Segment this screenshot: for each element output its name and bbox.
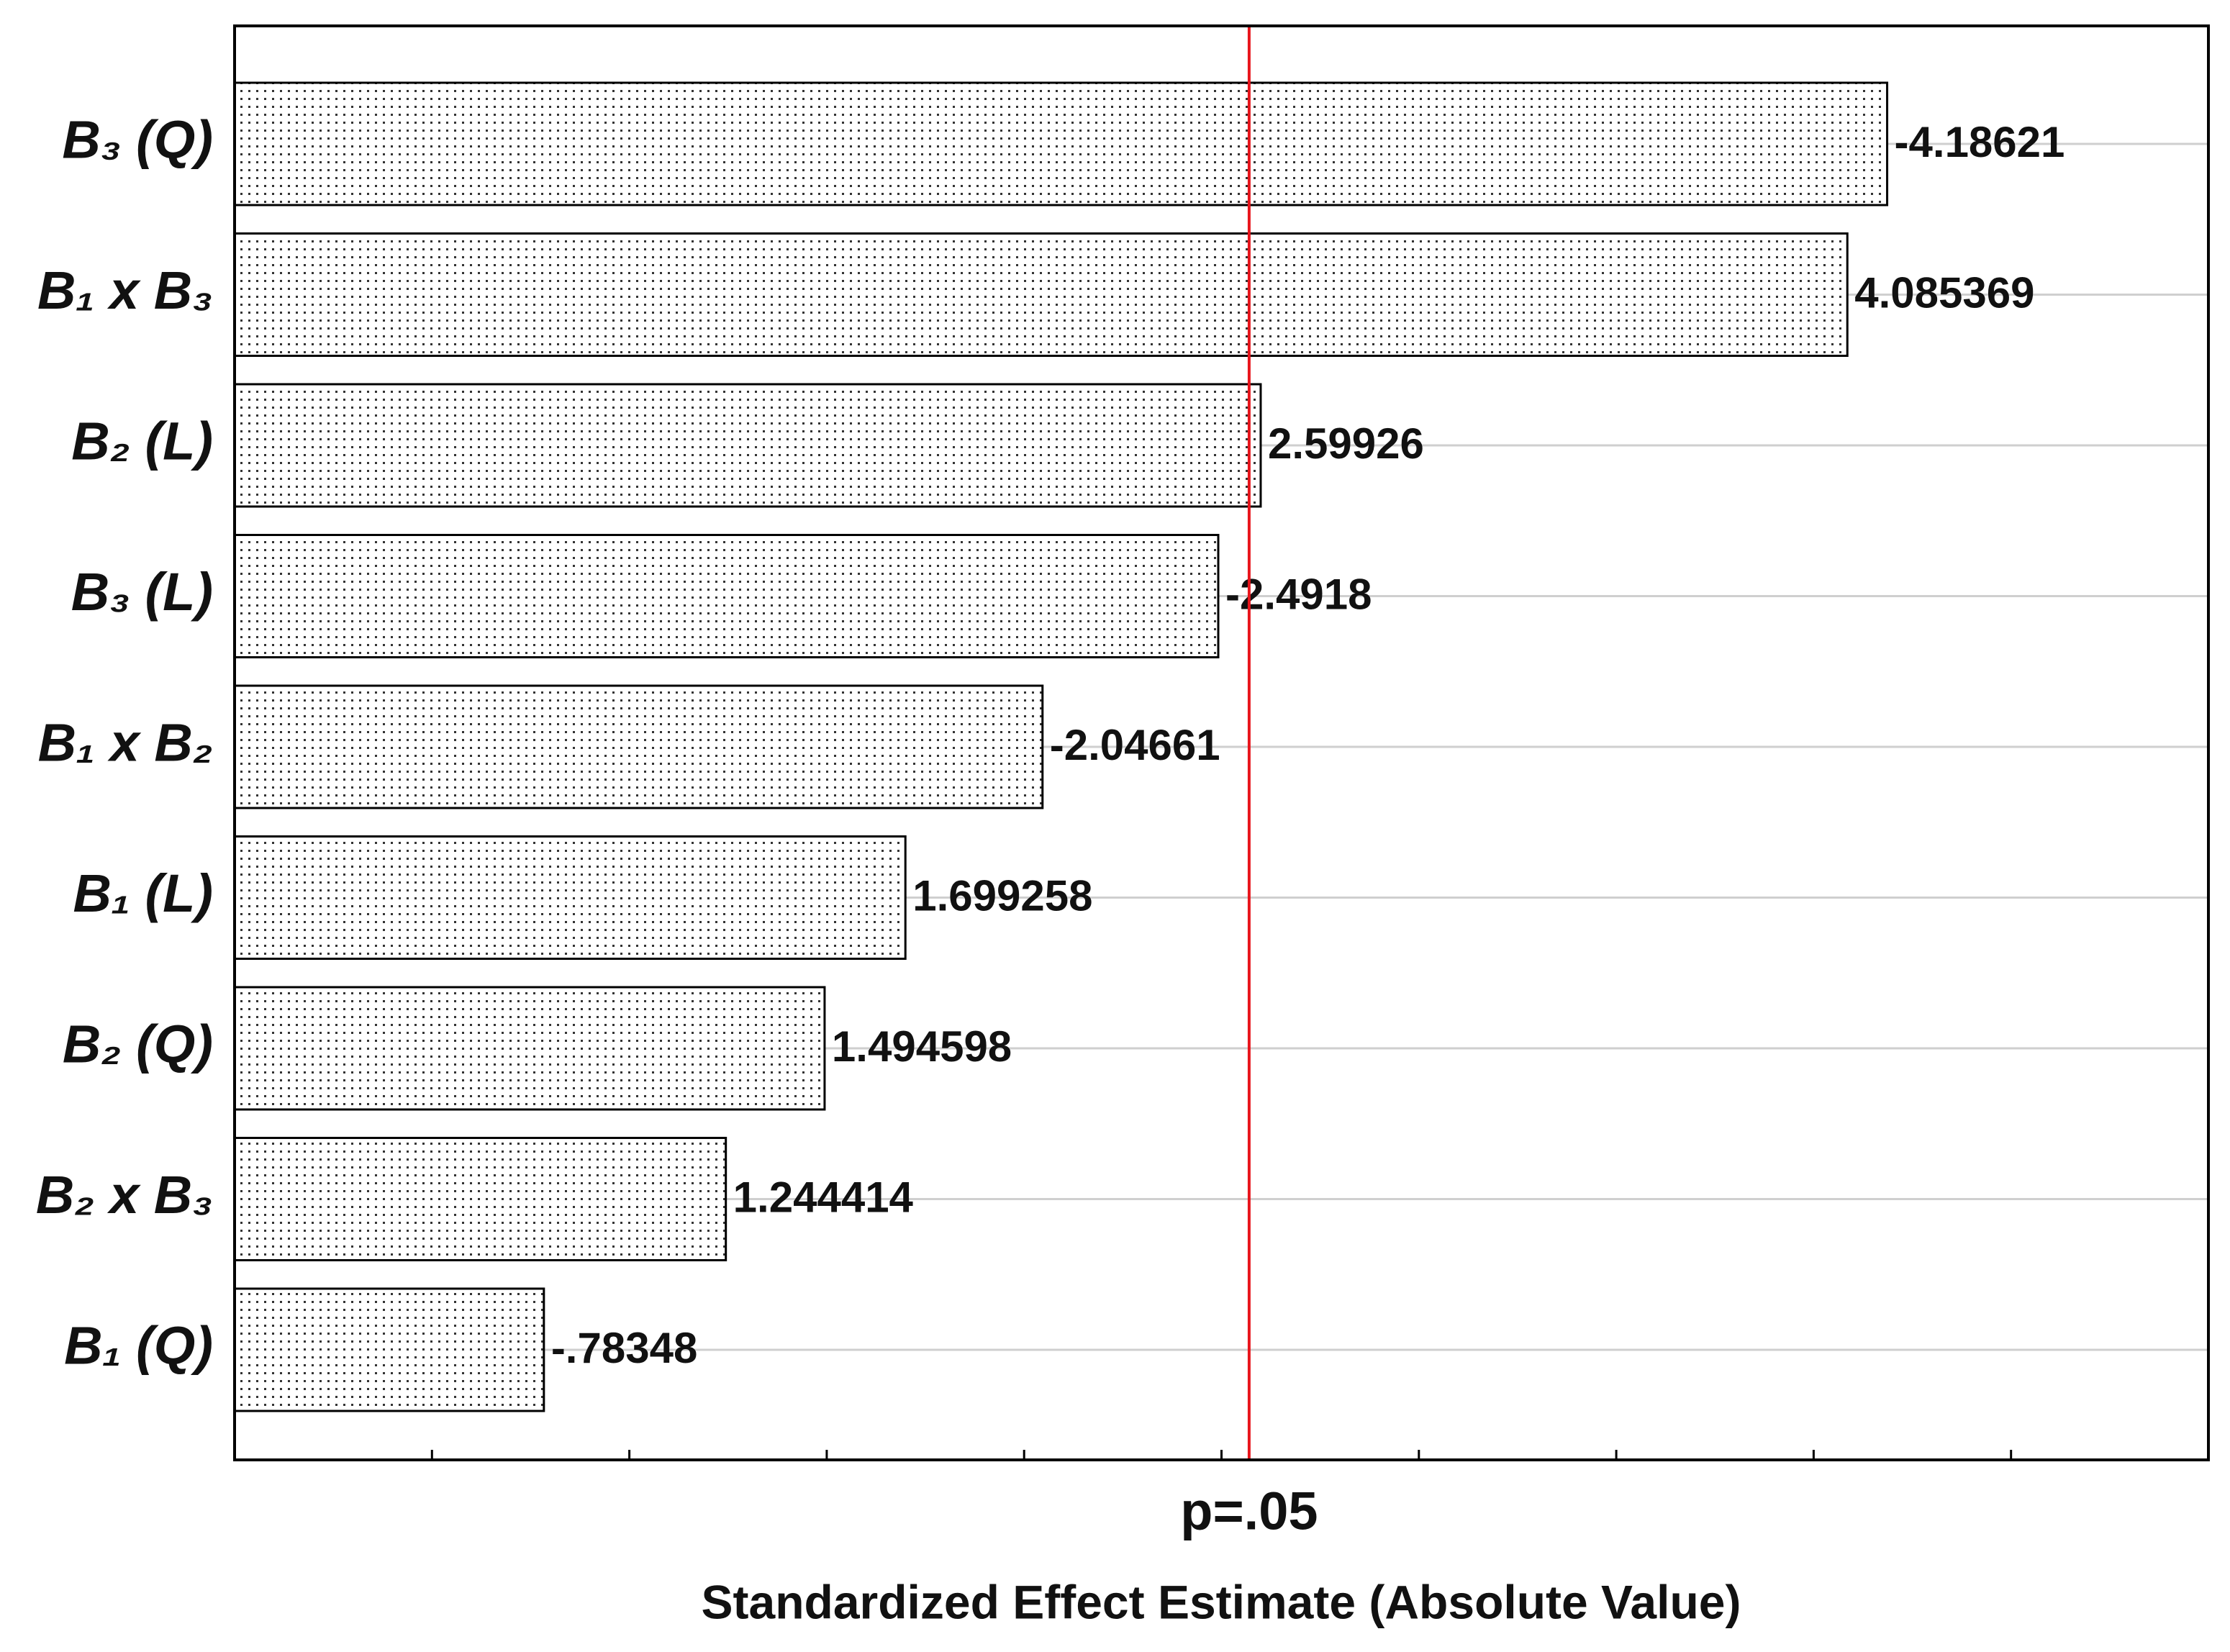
value-label: 2.59926 [1268, 419, 1424, 468]
reference-label: p=.05 [1180, 1481, 1318, 1541]
bar [233, 81, 1889, 206]
y-tick-label: B₁ x B₂ [38, 713, 213, 773]
value-label: -.78348 [551, 1324, 698, 1372]
plot-frame [233, 24, 2210, 1461]
bar [233, 383, 1262, 508]
y-tick-label: B₂ (Q) [63, 1015, 213, 1074]
bar [233, 1137, 728, 1261]
value-label: 4.085369 [1854, 268, 2034, 317]
value-label: 1.699258 [912, 871, 1092, 920]
y-tick-label: B₃ (Q) [62, 110, 213, 170]
bar [233, 232, 1849, 357]
bar [233, 684, 1044, 809]
y-tick-label: B₂ x B₃ [36, 1165, 213, 1225]
bar [233, 986, 826, 1111]
bar [233, 1287, 545, 1412]
y-tick-label: B₁ (Q) [64, 1316, 213, 1376]
value-label: 1.244414 [733, 1173, 914, 1221]
y-tick-label: B₂ (L) [71, 412, 213, 471]
y-tick-label: B₁ (L) [73, 863, 213, 923]
bar [233, 835, 907, 960]
y-tick-label: B₁ x B₃ [37, 260, 213, 320]
x-axis-title: Standardized Effect Estimate (Absolute V… [702, 1575, 1741, 1628]
y-tick-label: B₃ (L) [71, 562, 213, 622]
value-label: -2.4918 [1225, 570, 1372, 618]
value-label: 1.494598 [832, 1022, 1012, 1071]
value-label: -4.18621 [1895, 118, 2065, 166]
value-label: -2.04661 [1050, 721, 1220, 769]
bar [233, 534, 1220, 658]
